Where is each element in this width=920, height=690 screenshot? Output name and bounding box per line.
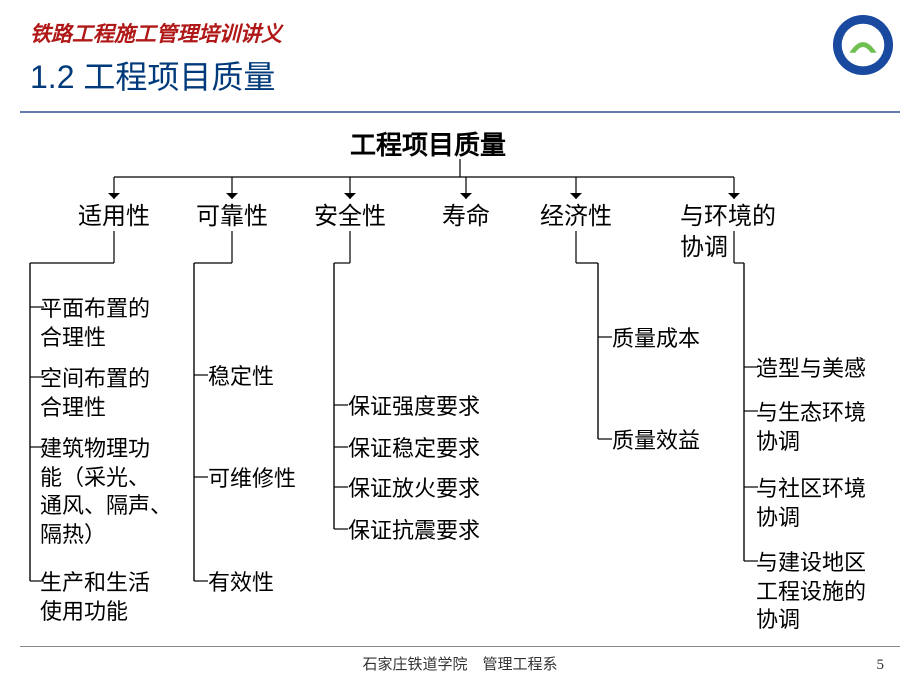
tree-node: 保证放火要求: [348, 475, 480, 504]
tree-node: 与环境的协调: [680, 201, 820, 263]
slide-header: 铁路工程施工管理培训讲义 1.2 工程项目质量: [0, 0, 920, 106]
tree-node: 平面布置的合理性: [40, 295, 150, 352]
tree-node: 可维修性: [208, 465, 296, 494]
footer-label: 石家庄铁道学院 管理工程系: [362, 657, 557, 673]
tree-node: 保证抗震要求: [348, 517, 480, 546]
header-subtitle: 铁路工程施工管理培训讲义: [30, 18, 890, 48]
tree-node: 生产和生活使用功能: [40, 569, 150, 626]
footer-divider: [20, 646, 900, 647]
tree-node: 保证强度要求: [348, 393, 480, 422]
tree-node: 与生态环境协调: [756, 399, 866, 456]
tree-node: 质量成本: [612, 325, 700, 354]
tree-node: 质量效益: [612, 427, 700, 456]
tree-node: 与社区环境协调: [756, 475, 866, 532]
tree-node: 有效性: [208, 569, 274, 598]
footer-text: 石家庄铁道学院 管理工程系 5: [0, 653, 920, 674]
tree-node: 与建设地区工程设施的协调: [756, 549, 866, 635]
tree-node: 造型与美感: [756, 355, 866, 384]
section-title: 1.2 工程项目质量: [30, 52, 890, 98]
institute-logo-icon: [832, 14, 894, 76]
tree-node: 可靠性: [196, 201, 268, 232]
tree-node: 安全性: [314, 201, 386, 232]
tree-node: 经济性: [540, 201, 612, 232]
tree-node: 空间布置的合理性: [40, 365, 150, 422]
tree-node: 寿命: [442, 201, 490, 232]
tree-node: 适用性: [78, 201, 150, 232]
tree-node: 稳定性: [208, 363, 274, 392]
tree-node: 工程项目质量: [350, 129, 506, 163]
tree-diagram: 工程项目质量适用性 可靠性 安全性 寿命 经济性 与环境的协调平面布置的合理性空间布置的合…: [0, 113, 920, 633]
slide-footer: 石家庄铁道学院 管理工程系 5: [0, 646, 920, 674]
page-number: 5: [877, 657, 885, 674]
tree-node: 建筑物理功能（采光、通风、隔声、隔热）: [40, 435, 172, 549]
tree-node: 保证稳定要求: [348, 435, 480, 464]
